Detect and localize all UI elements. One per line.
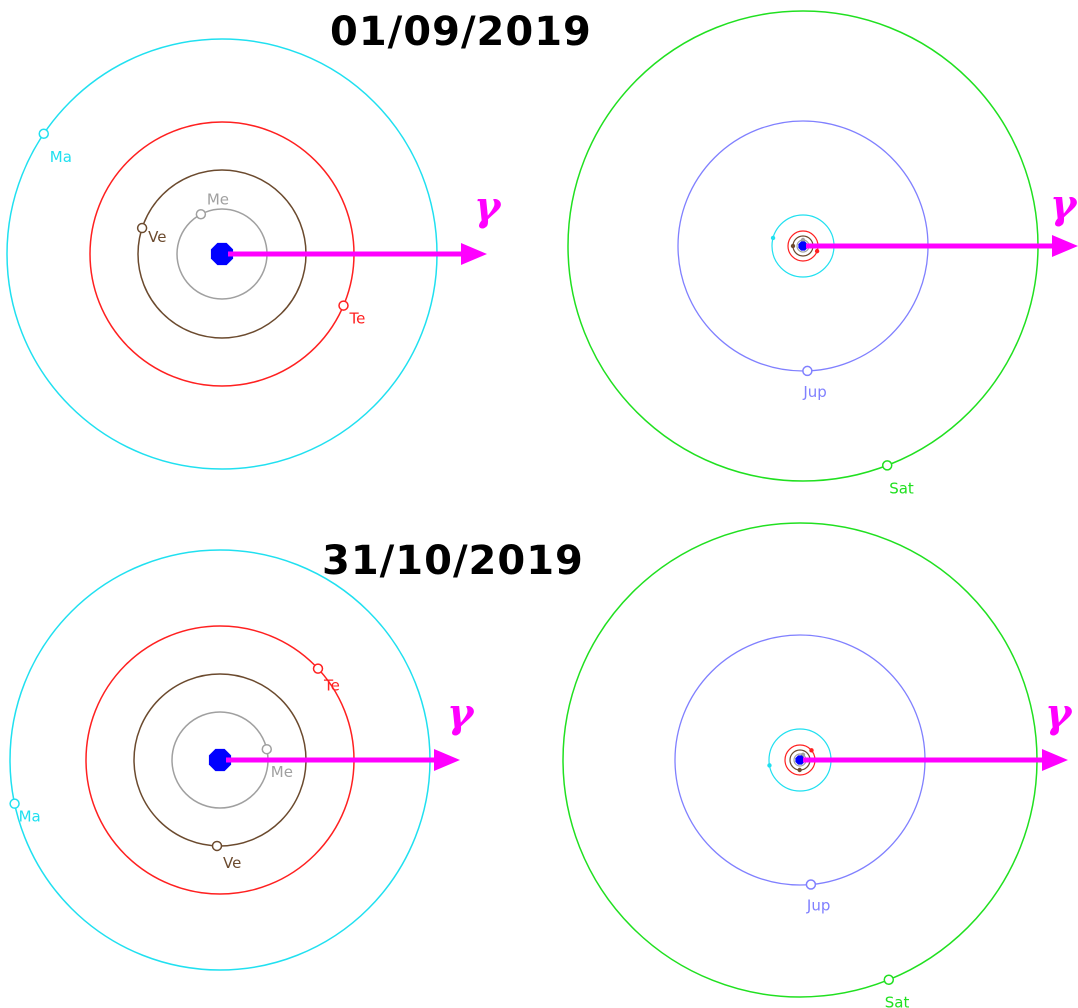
p2-sun-outer	[795, 755, 805, 765]
gamma-symbol-p2-outer: γ	[1045, 690, 1073, 737]
p2-mini-planet-4	[767, 763, 772, 768]
p2-label-jup: Jup	[806, 897, 830, 915]
p1-planet-te	[338, 300, 349, 311]
p2-label-ve: Ve	[223, 854, 241, 872]
p1-label-te: Te	[349, 310, 366, 328]
p1-label-ve: Ve	[148, 228, 166, 246]
p2-planet-ve	[211, 840, 223, 852]
p2-label-ma: Ma	[19, 808, 41, 826]
gamma-symbol-p2-inner: γ	[447, 690, 475, 737]
p1-mini-planet-2	[790, 243, 796, 249]
solar-systems: Me Ve Te Ma Jup Sat Me Ve Te Ma Jup Sat	[6, 10, 1078, 1008]
p1-mini-planet-4	[770, 235, 776, 241]
p1-planet-jup	[802, 365, 813, 377]
p2-label-te: Te	[323, 677, 340, 695]
gamma-symbol-p1-inner: γ	[474, 183, 502, 230]
p1-planet-ve	[136, 222, 148, 234]
p1-mini-planet-3	[814, 248, 820, 254]
p2-inner-arrow-head	[434, 749, 460, 771]
p2-planet-me	[261, 743, 273, 755]
p1-planet-sat	[881, 460, 893, 471]
gamma-symbol-p1-outer: γ	[1050, 181, 1078, 228]
p2-planet-te	[312, 663, 324, 674]
p1-label-jup: Jup	[802, 383, 826, 401]
date-title-1: 01/09/2019	[330, 9, 592, 55]
p2-label-sat: Sat	[885, 994, 910, 1008]
p2-planet-jup	[805, 879, 817, 890]
p1-mini-planet-1	[800, 237, 806, 243]
p1-label-sat: Sat	[889, 479, 914, 497]
p1-sun-outer	[798, 241, 808, 251]
p1-outer-arrow-head	[1052, 235, 1078, 257]
p2-sun-inner	[208, 748, 232, 772]
p1-planet-ma	[38, 128, 50, 140]
p1-inner-arrow-head	[461, 243, 487, 265]
p1-label-me: Me	[207, 190, 229, 208]
date-title-2: 31/10/2019	[322, 538, 584, 584]
p2-planet-ma	[9, 798, 20, 809]
p1-planet-me	[195, 209, 207, 220]
p2-mini-planet-2	[797, 767, 802, 773]
p2-label-me: Me	[271, 763, 293, 781]
p1-label-ma: Ma	[50, 148, 72, 166]
p1-sun-inner	[210, 242, 234, 266]
p2-outer-arrow-head	[1042, 749, 1068, 771]
p2-planet-sat	[883, 974, 895, 985]
p2-mini-planet-3	[809, 748, 814, 753]
